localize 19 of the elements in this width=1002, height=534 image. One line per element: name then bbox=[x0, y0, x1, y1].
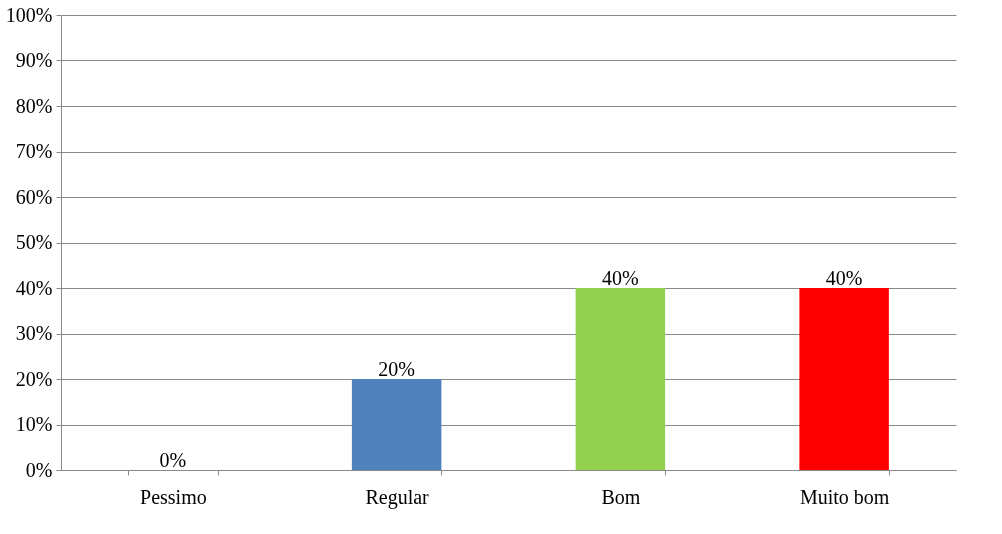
y-tick-label: 80% bbox=[15, 94, 53, 117]
y-tick-label: 100% bbox=[5, 3, 53, 26]
x-tick-label: Muito bom bbox=[799, 485, 890, 508]
data-label: 40% bbox=[602, 267, 639, 289]
y-tick-label: 30% bbox=[15, 322, 53, 344]
y-tick-label: 20% bbox=[15, 367, 53, 390]
data-label: 0% bbox=[159, 449, 187, 471]
data-label: 40% bbox=[825, 267, 863, 289]
y-tick-label: 50% bbox=[15, 231, 53, 253]
x-tick-label: Regular bbox=[365, 485, 430, 509]
data-label: 20% bbox=[378, 358, 415, 380]
x-tick-label: Pessimo bbox=[140, 485, 207, 508]
x-tick-label: Bom bbox=[601, 485, 641, 508]
y-tick-label: 60% bbox=[15, 185, 53, 208]
y-tick-label: 90% bbox=[15, 49, 53, 71]
y-tick-label: 40% bbox=[15, 276, 53, 299]
y-tick-label: 70% bbox=[15, 140, 53, 162]
y-tick-label: 10% bbox=[15, 413, 53, 435]
y-tick-label: 0% bbox=[25, 458, 53, 481]
